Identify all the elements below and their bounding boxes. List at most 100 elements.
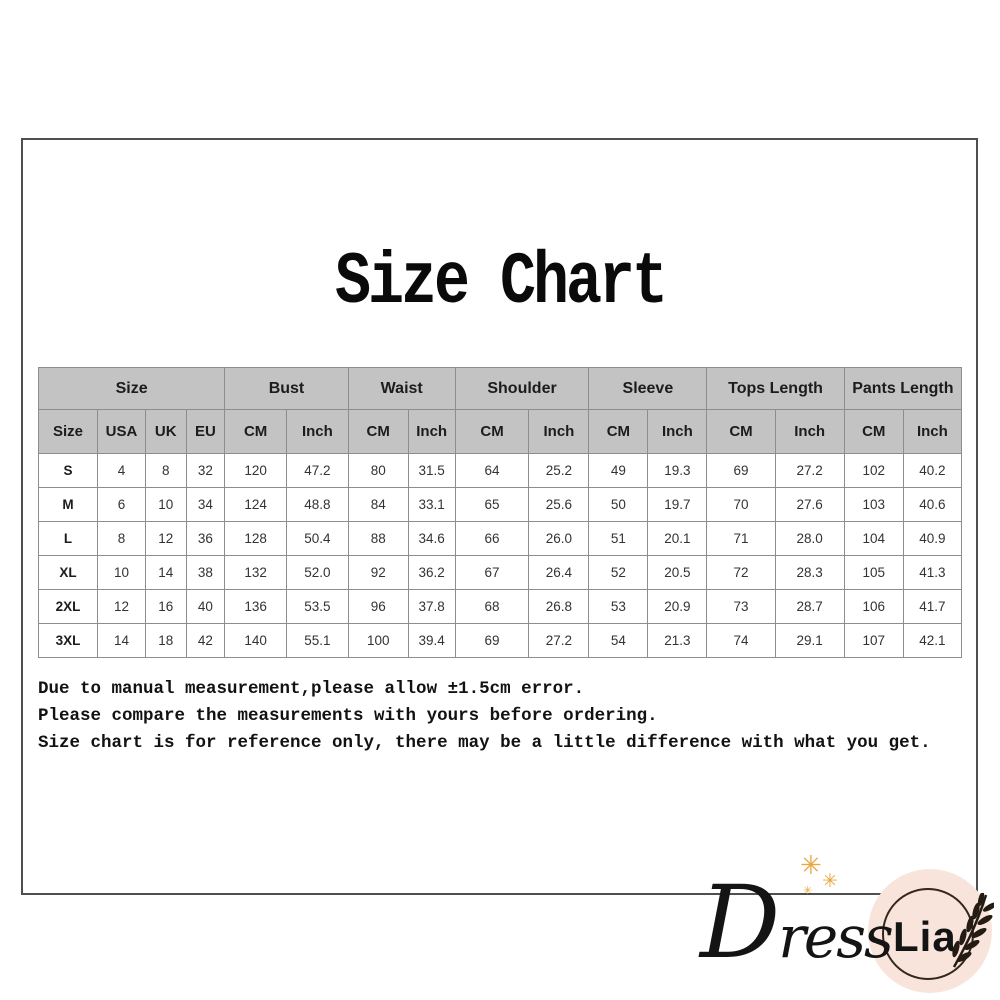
table-cell: 38 bbox=[185, 555, 226, 590]
column-header: CM bbox=[347, 409, 409, 454]
table-cell: 33.1 bbox=[407, 487, 456, 522]
column-group-sleeve: Sleeve bbox=[588, 367, 708, 410]
table-cell: 64 bbox=[454, 453, 530, 488]
table-cell: 14 bbox=[144, 555, 187, 590]
note-line: Please compare the measurements with you… bbox=[38, 706, 658, 726]
row-size-label: S bbox=[38, 453, 98, 488]
table-cell: 8 bbox=[144, 453, 187, 488]
table-cell: 40.6 bbox=[902, 487, 963, 522]
table-cell: 41.7 bbox=[902, 589, 963, 624]
table-cell: 104 bbox=[843, 521, 904, 556]
sparkle-icon: ✳ bbox=[800, 850, 822, 880]
table-cell: 66 bbox=[454, 521, 530, 556]
sparkle-icon: ✳ bbox=[803, 885, 813, 897]
table-cell: 70 bbox=[706, 487, 776, 522]
table-cell: 49 bbox=[588, 453, 649, 488]
table-cell: 74 bbox=[706, 623, 776, 658]
table-cell: 29.1 bbox=[774, 623, 845, 658]
table-cell: 47.2 bbox=[285, 453, 349, 488]
table-cell: 18 bbox=[144, 623, 187, 658]
column-header: CM bbox=[224, 409, 287, 454]
table-cell: 136 bbox=[224, 589, 287, 624]
table-cell: 68 bbox=[454, 589, 530, 624]
table-cell: 124 bbox=[224, 487, 287, 522]
disclaimer-notes: Due to manual measurement,please allow ±… bbox=[38, 676, 931, 757]
table-cell: 84 bbox=[347, 487, 409, 522]
table-cell: 12 bbox=[144, 521, 187, 556]
table-row: XL 10 14 38 132 52.0 92 36.2 67 26.4 52 20.5 72 28.3 1… bbox=[38, 555, 963, 590]
table-cell: 10 bbox=[144, 487, 187, 522]
table-cell: 51 bbox=[588, 521, 649, 556]
column-header: EU bbox=[185, 409, 226, 454]
size-table: Size Bust Waist Shoulder Sleeve Tops Length Pa… bbox=[37, 367, 963, 658]
table-cell: 25.2 bbox=[528, 453, 590, 488]
table-cell: 50.4 bbox=[285, 521, 349, 556]
table-cell: 4 bbox=[97, 453, 146, 488]
table-cell: 40.2 bbox=[902, 453, 963, 488]
table-cell: 12 bbox=[97, 589, 146, 624]
table-cell: 27.6 bbox=[774, 487, 845, 522]
table-cell: 105 bbox=[843, 555, 904, 590]
table-cell: 52.0 bbox=[285, 555, 349, 590]
row-size-label: XL bbox=[38, 555, 98, 590]
table-cell: 52 bbox=[588, 555, 649, 590]
table-cell: 20.9 bbox=[647, 589, 708, 624]
table-cell: 19.7 bbox=[647, 487, 708, 522]
table-cell: 65 bbox=[454, 487, 530, 522]
table-cell: 31.5 bbox=[407, 453, 456, 488]
table-cell: 72 bbox=[706, 555, 776, 590]
sparkle-icon: ✳ bbox=[822, 871, 838, 892]
column-header: CM bbox=[843, 409, 904, 454]
table-cell: 41.3 bbox=[902, 555, 963, 590]
table-cell: 120 bbox=[224, 453, 287, 488]
table-cell: 107 bbox=[843, 623, 904, 658]
table-cell: 69 bbox=[706, 453, 776, 488]
table-cell: 42.1 bbox=[902, 623, 963, 658]
column-header: Inch bbox=[902, 409, 963, 454]
column-header: Inch bbox=[407, 409, 456, 454]
table-cell: 92 bbox=[347, 555, 409, 590]
row-size-label: 3XL bbox=[38, 623, 98, 658]
table-cell: 39.4 bbox=[407, 623, 456, 658]
table-cell: 73 bbox=[706, 589, 776, 624]
column-header: USA bbox=[97, 409, 146, 454]
column-header: Size bbox=[38, 409, 98, 454]
column-group-waist: Waist bbox=[347, 367, 456, 410]
table-cell: 26.4 bbox=[528, 555, 590, 590]
table-cell: 69 bbox=[454, 623, 530, 658]
column-group-size: Size bbox=[37, 367, 226, 410]
table-cell: 96 bbox=[347, 589, 409, 624]
table-cell: 132 bbox=[224, 555, 287, 590]
laurel-branch-icon bbox=[952, 893, 994, 968]
table-cell: 103 bbox=[843, 487, 904, 522]
table-cell: 10 bbox=[97, 555, 146, 590]
logo-text-lia: Lia bbox=[893, 913, 957, 960]
table-cell: 50 bbox=[588, 487, 649, 522]
table-row: 3XL 14 18 42 140 55.1 100 39.4 69 27.2 54 21.3 74 29.… bbox=[38, 623, 963, 658]
table-cell: 32 bbox=[185, 453, 226, 488]
border-frame bbox=[21, 138, 978, 895]
table-cell: 28.3 bbox=[774, 555, 845, 590]
column-group-pants-length: Pants Length bbox=[843, 367, 963, 410]
table-group-header-row: Size Bust Waist Shoulder Sleeve Tops Length Pa… bbox=[37, 367, 963, 410]
table-row: 2XL 12 16 40 136 53.5 96 37.8 68 26.8 53 20.9 73 28.7… bbox=[38, 589, 963, 624]
brand-logo: ✳ ✳ ✳ Dress Lia bbox=[690, 840, 1000, 1000]
table-cell: 26.8 bbox=[528, 589, 590, 624]
table-cell: 36.2 bbox=[407, 555, 456, 590]
table-cell: 28.7 bbox=[774, 589, 845, 624]
column-header: Inch bbox=[647, 409, 708, 454]
column-header: Inch bbox=[528, 409, 590, 454]
column-header: UK bbox=[144, 409, 187, 454]
column-group-tops-length: Tops Length bbox=[706, 367, 845, 410]
table-cell: 20.5 bbox=[647, 555, 708, 590]
note-line: Size chart is for reference only, there … bbox=[38, 733, 931, 753]
logo-letter-d: D bbox=[700, 864, 780, 981]
table-cell: 48.8 bbox=[285, 487, 349, 522]
table-cell: 100 bbox=[347, 623, 409, 658]
row-size-label: L bbox=[38, 521, 98, 556]
table-cell: 55.1 bbox=[285, 623, 349, 658]
row-size-label: 2XL bbox=[38, 589, 98, 624]
table-cell: 36 bbox=[185, 521, 226, 556]
logo-letters-ress: ress bbox=[778, 903, 894, 971]
table-cell: 53 bbox=[588, 589, 649, 624]
